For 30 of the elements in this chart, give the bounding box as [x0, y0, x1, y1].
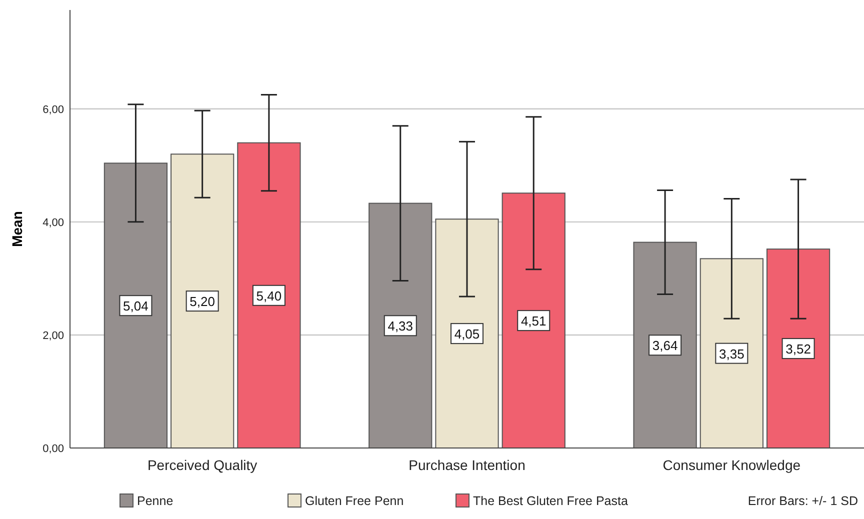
bar: [435, 218, 499, 448]
bar: [700, 258, 764, 448]
data-label: 4,51: [520, 314, 546, 329]
y-tick-label: 4,00: [42, 216, 64, 229]
bar: [368, 202, 432, 448]
legend-label: The Best Gluten Free Pasta: [473, 494, 628, 508]
y-axis-title: Mean: [9, 211, 25, 247]
data-label: 3,35: [719, 346, 744, 362]
y-tick-label: 6,00: [42, 104, 64, 116]
data-label: 4,05: [454, 326, 480, 342]
data-label: 3,52: [786, 342, 811, 357]
data-label: 5,04: [123, 298, 148, 314]
x-tick-label: Perceived Quality: [147, 457, 258, 473]
data-label: 5,40: [256, 288, 282, 304]
y-tick-label: 0,00: [42, 443, 64, 455]
data-label: 5,20: [190, 294, 215, 310]
data-label: 4,33: [388, 318, 414, 334]
data-label: 3,64: [652, 338, 678, 354]
text: Error Bars: +/- 1 SD: [748, 494, 858, 508]
legend-label: Gluten Free Penn: [305, 494, 404, 508]
bar: [237, 142, 301, 448]
x-tick-label: Consumer Knowledge: [662, 457, 801, 473]
x-tick-label: Purchase Intention: [408, 457, 526, 473]
bar: [170, 154, 234, 448]
bar: [766, 248, 830, 448]
bar: [633, 242, 697, 448]
bar: [502, 192, 566, 448]
bar: [104, 162, 168, 448]
y-tick-label: 2,00: [42, 330, 64, 342]
legend-label: Penne: [137, 494, 174, 508]
